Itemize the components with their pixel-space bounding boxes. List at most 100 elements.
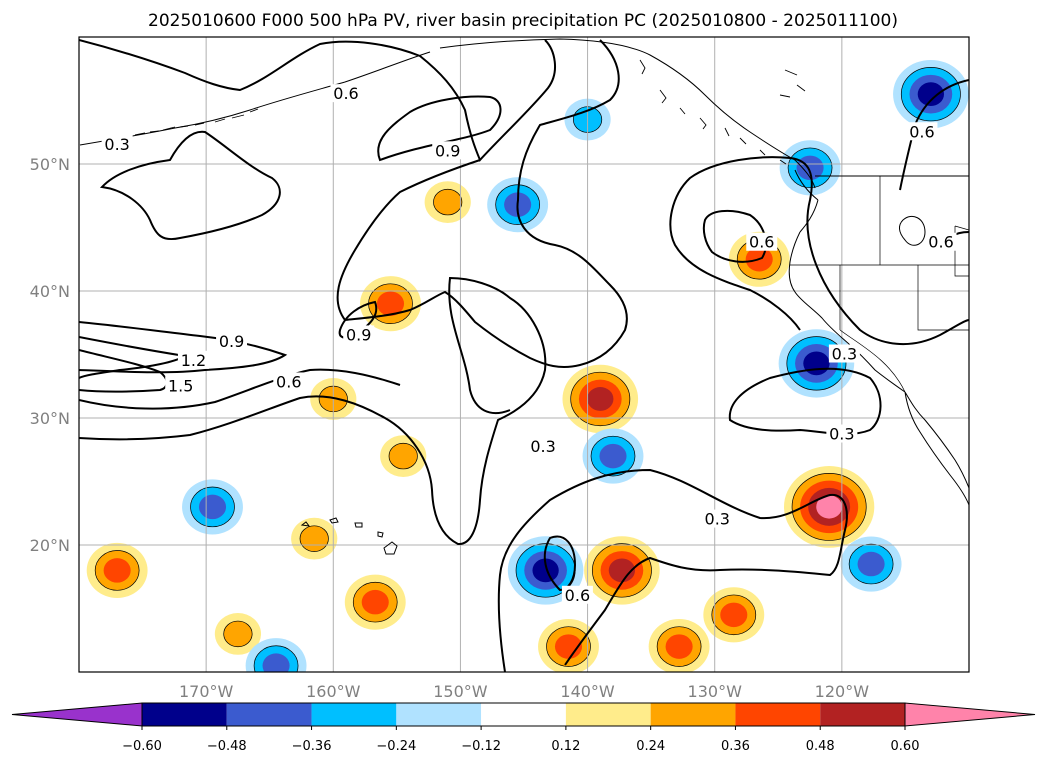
contour-label: 0.6 [928,233,953,252]
coastline-british-columbia [794,169,819,233]
colorbar-extend-high [904,702,1036,727]
pv-contour-0.3-east [728,367,882,435]
anomaly-band [376,291,405,316]
anomaly-band [361,589,389,615]
x-tick-label: 130°W [688,682,743,701]
x-tick-label: 120°W [815,682,870,701]
negative-anomaly-blob [182,479,243,535]
contour-label: 0.9 [346,325,371,344]
anomaly-band [388,442,418,470]
colorbar-tick-label: 0.60 [891,739,920,754]
colorbar-segment [142,703,227,726]
map-area: 0.3 0.6 0.9 0.9 1.2 1.5 0.9 0.6 0.3 0.3 0.6 0.6 0.3 0… [79,37,969,672]
contour-label-bg [273,372,305,391]
colorbar-tick-label: −0.36 [292,739,332,754]
positive-anomaly-blob [648,619,710,672]
coastline-alaska [79,38,816,189]
contour-label-bg [216,331,248,350]
contour-label: 0.6 [333,84,358,103]
anomaly-band [198,494,227,520]
anomaly-band [816,495,843,519]
x-tick-label: 160°W [306,682,361,701]
positive-anomaly-blob [424,181,471,224]
colorbar-segment [650,703,736,726]
colorbar-tick-label: −0.24 [376,739,416,754]
y-tick-label: 50°N [30,155,70,174]
colorbar-tick-label: −0.60 [122,739,162,754]
positive-anomaly-blob [214,613,262,655]
contour-label: 1.2 [181,351,206,370]
x-tick-label: 140°W [560,682,615,701]
colorbar-segment [565,703,651,726]
contour-label-bg [746,232,778,251]
colorbar-tick-label: 0.24 [636,739,665,754]
anomaly-band [599,443,627,469]
pv-contour-0.6-east [702,209,767,263]
positive-anomaly-blob [344,574,406,630]
coastlines [79,38,969,555]
positive-anomaly-blob [562,364,639,434]
contour-label: 0.9 [219,332,244,351]
colorbar-extend-low [11,702,143,727]
contour-label-bg [101,134,133,153]
contour-label: 0.3 [104,135,129,154]
x-tick-label: 170°W [179,682,234,701]
pv-contour-1.2-west [79,336,188,379]
negative-anomaly-blob [582,428,644,484]
colorbar-tick-label: −0.48 [207,739,247,754]
colorbar-segment [481,703,566,726]
pv-contour-0.9-central [338,300,378,339]
positive-anomaly-blob [703,587,765,643]
alaska-panhandle-islands [639,59,806,165]
negative-anomaly-blob [779,140,841,196]
contour-label-bg [343,325,375,344]
colorbar-segment [820,703,905,726]
anomaly-band [532,558,559,583]
colorbar-segment [735,703,821,726]
y-tick-label: 20°N [30,536,70,555]
anomaly-band [223,620,253,648]
colorbar-segment [226,703,312,726]
pv-contour-0.6-south [543,535,577,592]
contour-label: 0.6 [276,372,301,391]
y-tick-label: 40°N [30,282,70,301]
contour-label-bg [828,344,860,363]
colorbar-frame [141,702,906,727]
contour-label: 0.3 [530,437,555,456]
coastline-pacific-northwest [788,231,906,393]
contour-label-bg [527,437,559,456]
pv-contour-0.3-east-large [669,156,969,346]
interior-lakes [899,216,926,246]
negative-anomaly-blob [893,59,969,129]
anomaly-band [857,551,885,577]
contour-label-bg [701,509,733,528]
pv-contour-0.3-north [99,130,281,240]
positive-anomaly-blob [380,435,427,477]
colorbar-segment [396,703,482,726]
contour-label-bg [330,84,362,103]
positive-anomaly-blob [86,542,148,598]
pv-contour-0.3-south [497,468,848,672]
contour-label: 0.9 [435,141,460,160]
anomaly-band [554,634,583,659]
anomaly-band [720,602,748,628]
anomaly-band [262,653,290,672]
contour-label: 0.6 [565,586,590,605]
x-tick-label: 150°W [433,682,488,701]
anomaly-band [608,558,636,583]
contour-label-bg [561,585,593,604]
pv-contour-0.3-large [79,276,547,545]
negative-anomaly-blob [245,638,307,672]
contour-label: 0.3 [705,510,730,529]
pv-contour-labels: 0.3 0.6 0.9 0.9 1.2 1.5 0.9 0.6 0.3 0.3 0.6 0.6 0.3 0… [101,84,957,605]
chart-title: 2025010600 F000 500 hPa PV, river basin … [148,11,898,31]
pv-contour-0.9-west [79,321,288,374]
pv-contour-0.6-central [336,39,628,368]
contour-label-bg [177,350,209,369]
contour-label-bg [925,232,957,251]
colorbar-tick-label: −0.12 [461,739,501,754]
positive-anomaly-blob [783,466,875,548]
map-frame [78,36,970,673]
pv-contour-0.9-north [377,95,502,162]
